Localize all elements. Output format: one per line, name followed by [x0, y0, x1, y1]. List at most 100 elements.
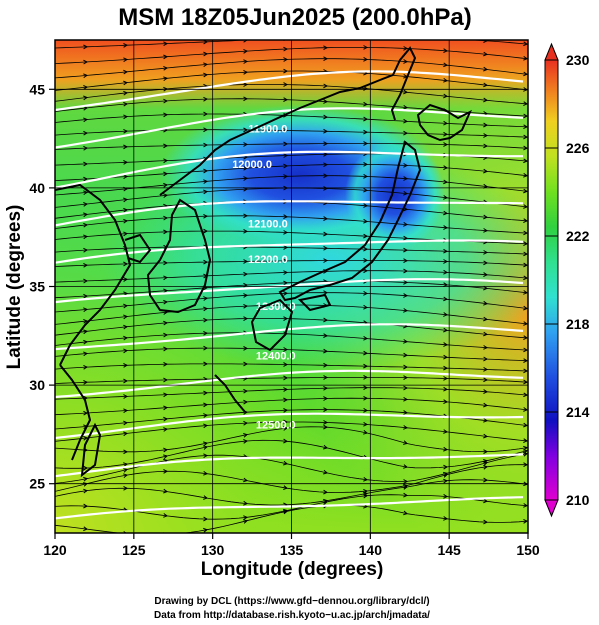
streamline-arrowhead [323, 56, 329, 62]
streamline-arrowhead [163, 260, 169, 266]
streamline-arrowhead [242, 519, 249, 524]
streamline-arrowhead [363, 268, 369, 274]
streamline-arrowhead [483, 272, 489, 277]
streamline-arrowhead [163, 65, 169, 71]
streamline-arrowhead [283, 128, 289, 133]
streamline-arrowhead [443, 516, 449, 521]
streamline-arrowhead [163, 377, 169, 383]
streamline-arrowhead [83, 222, 89, 228]
streamline-arrowhead [483, 345, 489, 350]
chart-title: MSM 18Z05Jun2025 (200.0hPa) [118, 4, 472, 31]
colorbar-tick-label: 218 [566, 316, 590, 332]
streamline-arrowhead [363, 375, 369, 380]
streamline-arrowhead [283, 508, 289, 514]
streamline-arrowhead [403, 46, 409, 51]
streamline-arrowhead [203, 441, 209, 447]
streamline-arrowhead [403, 258, 409, 264]
streamline-arrowhead [323, 333, 329, 338]
streamline-arrowhead [243, 271, 249, 277]
streamline-arrowhead [483, 51, 489, 57]
contour-label: 12200.0 [248, 254, 288, 266]
streamline-arrowhead [243, 439, 249, 444]
streamline-arrowhead [163, 76, 169, 82]
streamline-arrowhead [323, 317, 329, 323]
streamline-arrowhead [523, 204, 528, 209]
streamline-arrowhead [483, 389, 489, 394]
streamline-arrowhead [363, 116, 369, 122]
streamline-arrowhead [483, 133, 489, 138]
streamline-arrowhead [83, 176, 89, 182]
streamline-arrowhead [403, 485, 409, 490]
streamline-arrowhead [123, 485, 129, 491]
streamline-arrowhead [443, 446, 449, 452]
streamline-arrowhead [363, 218, 369, 224]
streamline-arrowhead [203, 527, 209, 533]
streamline-arrowhead [523, 321, 528, 326]
coastline-korea [146, 198, 212, 314]
y-tick-label: 45 [29, 81, 45, 97]
streamline-arrowhead [523, 335, 528, 340]
colorbar-tick-label: 210 [566, 492, 590, 508]
streamline-arrowhead [203, 127, 209, 133]
height-contour-line [55, 323, 524, 351]
x-tick-label: 150 [516, 542, 540, 558]
streamline-arrowhead [163, 98, 169, 104]
streamline-arrowhead [363, 395, 369, 401]
streamline-arrowhead [483, 331, 489, 337]
streamline-arrowhead [523, 438, 528, 443]
streamline-arrowhead [83, 351, 89, 357]
lat-lon-grid [55, 40, 528, 533]
streamline-arrowhead [363, 141, 369, 146]
coastline-ryukyu [214, 374, 246, 413]
streamline-arrowhead [443, 165, 449, 171]
streamline-arrowhead [403, 247, 409, 253]
streamline-arrowhead [83, 329, 89, 335]
streamline-arrowhead [363, 203, 369, 208]
coastline-kyushu [250, 298, 294, 352]
streamline-arrowhead [203, 317, 209, 323]
streamline-arrowhead [283, 316, 289, 321]
streamline-arrowhead [203, 259, 209, 265]
streamline-arrowhead [483, 519, 489, 525]
streamline-arrowhead [203, 213, 209, 219]
streamline-arrowhead [83, 503, 89, 509]
streamline-arrowhead [323, 128, 329, 134]
streamline-arrowhead [203, 413, 209, 418]
height-contour-line [55, 369, 524, 399]
colorbar: 230 226 222 218 214 210 [544, 42, 590, 518]
coastline-shandong [124, 233, 152, 264]
streamline-arrowhead [83, 278, 89, 284]
streamline-arrowhead [83, 117, 89, 123]
streamline-arrowhead [443, 478, 449, 484]
streamline-arrowhead [283, 245, 289, 250]
streamline-arrowhead [163, 405, 169, 411]
streamline-arrowhead [203, 361, 209, 367]
streamline-arrowhead [363, 476, 369, 482]
streamline-arrowhead [163, 392, 169, 398]
coastlines [55, 46, 473, 478]
streamline-arrowhead [243, 48, 249, 54]
streamline-arrowhead [243, 82, 249, 87]
streamline-arrowhead [203, 330, 209, 336]
streamline-arrowhead [323, 45, 329, 51]
streamline-arrowhead [203, 423, 209, 429]
streamline-arrowhead [403, 268, 409, 274]
colorbar-min-triangle [544, 499, 559, 518]
streamline-arrowhead [523, 230, 528, 236]
streamline-arrowhead [203, 51, 209, 57]
streamline-arrowhead [323, 348, 329, 354]
streamline-arrowhead [483, 40, 489, 43]
streamline-arrowhead [523, 519, 528, 524]
streamline-arrowhead [203, 445, 209, 450]
streamline-arrowhead [363, 335, 369, 341]
streamline-arrowhead [243, 515, 249, 520]
streamline-arrowhead [83, 130, 89, 136]
streamline-arrowhead [403, 375, 409, 380]
streamline-arrowhead [323, 375, 329, 380]
streamline-arrowhead [123, 449, 129, 455]
streamline-arrowhead [83, 202, 89, 207]
streamline-arrowhead [243, 433, 249, 438]
height-contour-line [55, 150, 523, 189]
streamline-arrowhead [523, 251, 528, 257]
temperature-field-cold-core-east [345, 140, 445, 250]
